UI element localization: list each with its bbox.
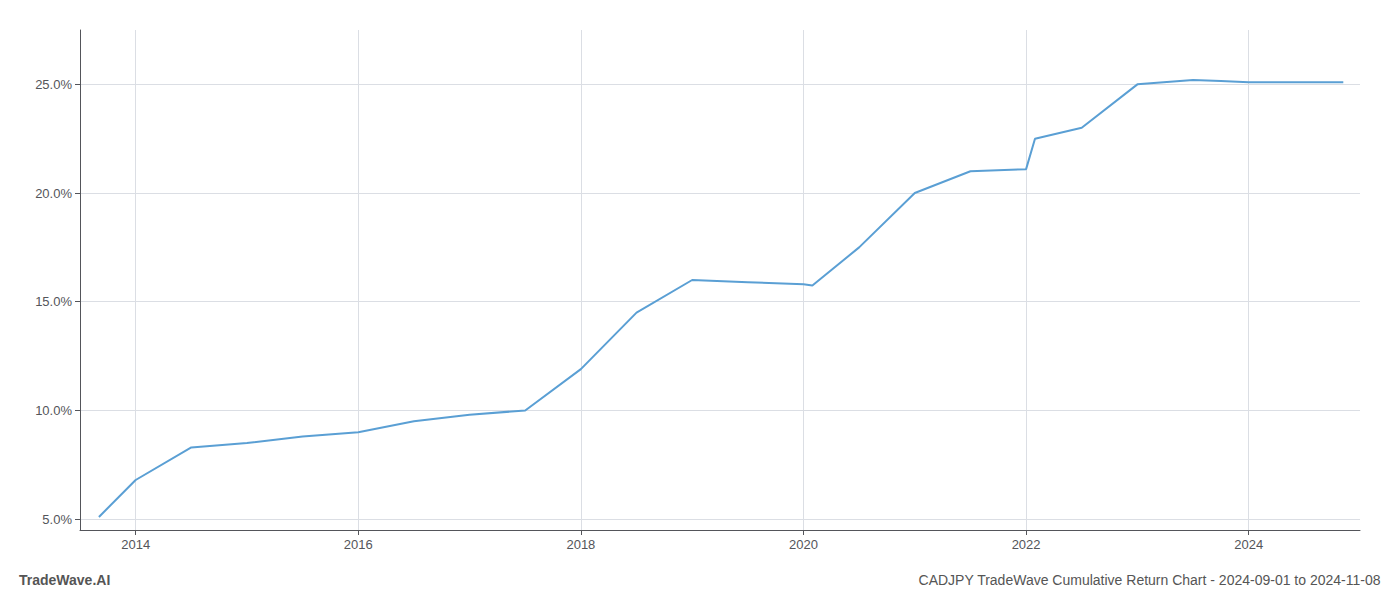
svg-text:2024: 2024 xyxy=(1234,537,1263,552)
svg-text:2022: 2022 xyxy=(1012,537,1041,552)
svg-text:25.0%: 25.0% xyxy=(35,77,72,92)
svg-text:10.0%: 10.0% xyxy=(35,403,72,418)
svg-text:15.0%: 15.0% xyxy=(35,294,72,309)
svg-text:5.0%: 5.0% xyxy=(42,512,72,527)
svg-text:2020: 2020 xyxy=(789,537,818,552)
svg-text:2014: 2014 xyxy=(121,537,150,552)
svg-text:CADJPY TradeWave Cumulative Re: CADJPY TradeWave Cumulative Return Chart… xyxy=(919,572,1381,588)
svg-text:20.0%: 20.0% xyxy=(35,186,72,201)
svg-text:2018: 2018 xyxy=(566,537,595,552)
svg-text:2016: 2016 xyxy=(344,537,373,552)
svg-text:TradeWave.AI: TradeWave.AI xyxy=(19,572,110,588)
